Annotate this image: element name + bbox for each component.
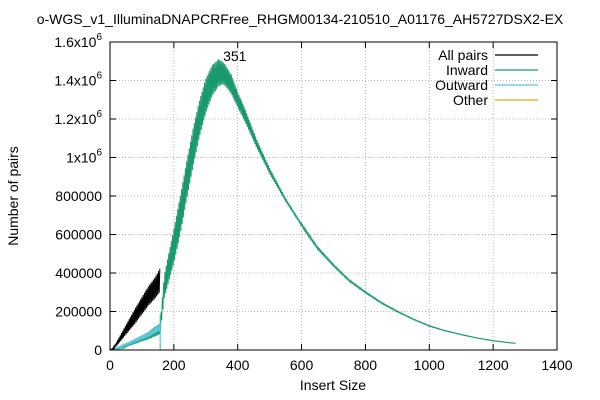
y-tick-label-base: 1.4x10	[54, 73, 96, 89]
y-tick-label: 1.4x106	[54, 71, 102, 89]
y-tick-label: 1.6x106	[54, 32, 102, 50]
y-tick-label-base: 200000	[55, 304, 102, 320]
y-tick-label-base: 1x10	[66, 150, 97, 166]
series-line-inward	[109, 59, 516, 351]
x-tick-label: 400	[226, 357, 250, 373]
y-tick-label-base: 400000	[55, 265, 102, 281]
chart-title: o-WGS_v1_IlluminaDNAPCRFree_RHGM00134-21…	[37, 11, 564, 27]
legend-label: Inward	[446, 62, 488, 78]
y-tick-label: 600000	[55, 227, 102, 243]
y-tick-label-base: 1.2x10	[54, 111, 96, 127]
legend-label: All pairs	[438, 47, 488, 63]
gridlines	[110, 42, 557, 350]
y-tick-label: 400000	[55, 265, 102, 281]
series-line-outward	[109, 314, 161, 351]
x-tick-label: 600	[290, 357, 314, 373]
y-tick-label-exponent: 6	[96, 148, 102, 159]
y-axis: 02000004000006000008000001x1061.2x1061.4…	[54, 32, 557, 358]
y-tick-label-exponent: 6	[96, 109, 102, 120]
y-tick-label-base: 800000	[55, 188, 102, 204]
y-tick-label: 800000	[55, 188, 102, 204]
x-tick-label: 800	[354, 357, 378, 373]
peak-annotation: 351	[223, 48, 247, 64]
x-axis: 0 200 400 600 800 1000 1200 1400	[106, 42, 573, 373]
x-tick-label: 1000	[414, 357, 445, 373]
y-tick-label: 1x106	[66, 148, 102, 166]
x-axis-label: Insert Size	[300, 377, 366, 393]
y-tick-label-base: 600000	[55, 227, 102, 243]
y-tick-label: 200000	[55, 304, 102, 320]
legend-label: Outward	[435, 77, 488, 93]
series-line-all-pairs	[109, 268, 161, 351]
y-tick-label-base: 0	[94, 342, 102, 358]
y-tick-label: 1.2x106	[54, 109, 102, 127]
x-tick-label: 0	[106, 357, 114, 373]
x-tick-label: 200	[162, 357, 186, 373]
y-tick-label-exponent: 6	[96, 32, 102, 43]
x-tick-label: 1400	[541, 357, 572, 373]
legend-label: Other	[453, 92, 488, 108]
y-tick-label: 0	[94, 342, 102, 358]
y-tick-label-exponent: 6	[96, 71, 102, 82]
y-tick-label-base: 1.6x10	[54, 34, 96, 50]
plot-frame	[109, 41, 558, 351]
x-tick-label: 1200	[478, 357, 509, 373]
y-axis-label: Number of pairs	[5, 146, 21, 246]
